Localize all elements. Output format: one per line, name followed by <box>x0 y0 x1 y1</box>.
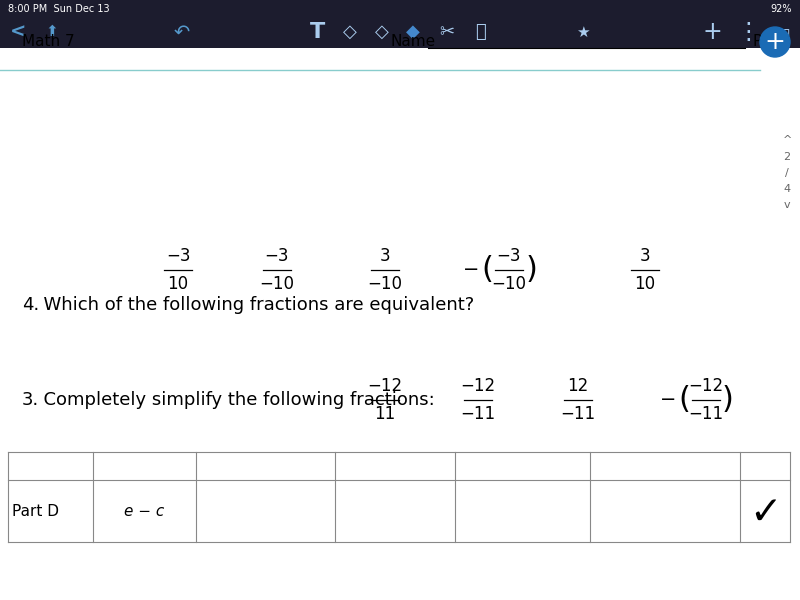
Text: Math 7: Math 7 <box>22 34 74 49</box>
Text: 3: 3 <box>380 247 390 265</box>
Text: −12: −12 <box>367 377 402 395</box>
Text: 10: 10 <box>167 275 189 293</box>
Text: −11: −11 <box>561 405 595 423</box>
Text: /: / <box>785 168 789 178</box>
Text: Which of the following fractions are equivalent?: Which of the following fractions are equ… <box>32 296 474 314</box>
Text: ^: ^ <box>782 135 792 145</box>
Text: −: − <box>463 259 479 278</box>
Text: 4.: 4. <box>22 296 39 314</box>
Text: T: T <box>310 22 326 42</box>
Text: ✂: ✂ <box>439 23 454 41</box>
Text: ): ) <box>525 256 537 284</box>
Text: ▭: ▭ <box>774 23 790 41</box>
Text: 10: 10 <box>634 275 655 293</box>
Text: ✋: ✋ <box>474 23 486 41</box>
Text: 2: 2 <box>783 152 790 162</box>
Text: 92%: 92% <box>770 4 792 14</box>
Text: <: < <box>10 22 26 41</box>
Text: Completely simplify the following fractions:: Completely simplify the following fracti… <box>32 391 434 409</box>
Text: v: v <box>784 200 790 210</box>
Text: −12: −12 <box>461 377 495 395</box>
Text: +: + <box>702 20 722 44</box>
Text: −10: −10 <box>491 275 526 293</box>
Text: −3: −3 <box>497 247 522 265</box>
Text: +: + <box>765 30 786 54</box>
Text: 3: 3 <box>640 247 650 265</box>
Text: 11: 11 <box>374 405 396 423</box>
Text: ◇: ◇ <box>343 23 357 41</box>
Text: ◇: ◇ <box>375 23 389 41</box>
Text: (: ( <box>481 256 493 284</box>
Text: ★: ★ <box>576 25 590 40</box>
Text: ↶: ↶ <box>174 22 190 41</box>
Text: ⬆: ⬆ <box>46 25 58 40</box>
Text: −3: −3 <box>265 247 290 265</box>
Text: −10: −10 <box>367 275 402 293</box>
Text: Per: Per <box>752 34 777 49</box>
Circle shape <box>760 27 790 57</box>
Text: ): ) <box>722 385 734 415</box>
Text: Part D: Part D <box>12 503 59 518</box>
Text: −11: −11 <box>461 405 495 423</box>
FancyBboxPatch shape <box>0 0 800 48</box>
Text: −: − <box>660 389 676 409</box>
Text: −12: −12 <box>689 377 723 395</box>
Text: 3.: 3. <box>22 391 39 409</box>
Text: (: ( <box>678 385 690 415</box>
Text: Name: Name <box>390 34 435 49</box>
Text: −10: −10 <box>259 275 294 293</box>
Text: ⋮: ⋮ <box>736 20 760 44</box>
Text: −3: −3 <box>166 247 190 265</box>
Text: ◆: ◆ <box>406 23 420 41</box>
Text: 8:00 PM  Sun Dec 13: 8:00 PM Sun Dec 13 <box>8 4 110 14</box>
Text: 12: 12 <box>567 377 589 395</box>
Text: −11: −11 <box>689 405 723 423</box>
Text: ✓: ✓ <box>749 494 782 532</box>
Text: e − c: e − c <box>124 503 165 518</box>
Text: 4: 4 <box>783 184 790 194</box>
